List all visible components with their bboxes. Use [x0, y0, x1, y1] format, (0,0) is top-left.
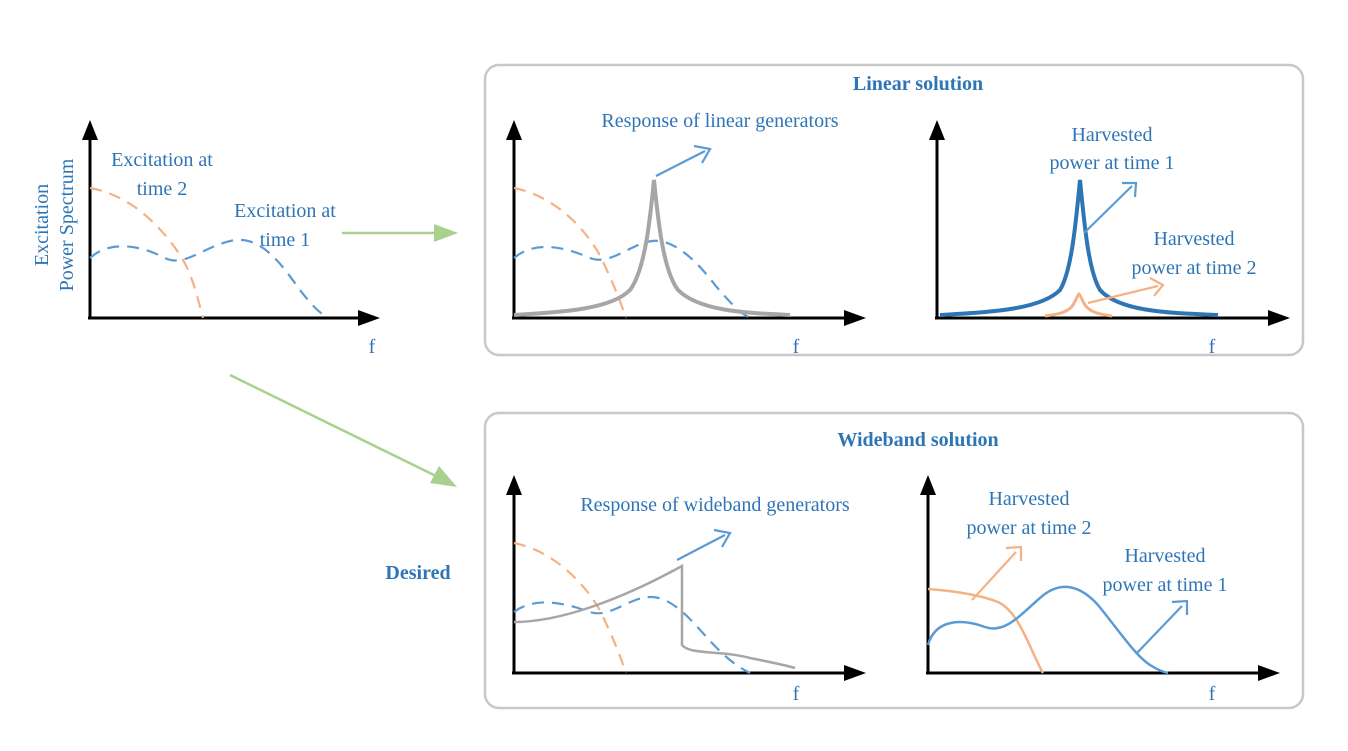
- linear-generator-response-curve: [513, 179, 791, 317]
- wideband-generator-response-curve: [513, 563, 796, 670]
- wideband-left-y-arrowhead: [506, 475, 522, 495]
- wideband-harvested-time1-line2: power at time 1: [1103, 574, 1228, 596]
- linear-harvested-time2-line2: power at time 2: [1132, 257, 1257, 279]
- wideband-harvested-time2-line1: Harvested: [988, 488, 1069, 510]
- label-excitation-time1-line1: Excitation at: [234, 200, 336, 222]
- wideband-right-x-arrowhead: [1258, 665, 1280, 681]
- linear-harvested-time2-line1: Harvested: [1153, 228, 1234, 250]
- harvested-time1-pointer: [1083, 185, 1133, 234]
- wideband-panel-frame: [483, 411, 1305, 710]
- wideband-response-pointer: [676, 534, 726, 561]
- label-excitation-time2-line2: time 2: [137, 178, 188, 200]
- left-x-arrowhead: [358, 310, 380, 326]
- harvested-time1-pointer-head: [1122, 181, 1138, 198]
- wideband-harvested-time1-pointer: [1135, 605, 1183, 655]
- wideband-left-xlabel: f: [793, 683, 800, 705]
- linear-response-pointer: [655, 150, 706, 177]
- linear-left-orange-curve: [513, 186, 628, 319]
- arrow-to-wideband-head: [430, 466, 457, 487]
- wideband-left-blue-curve: [513, 595, 751, 674]
- linear-left-y-arrowhead: [506, 120, 522, 140]
- harvested-time1-curve: [939, 179, 1219, 317]
- linear-left-blue-curve: [513, 239, 751, 319]
- arrow-to-linear-head: [434, 224, 458, 242]
- wideband-harvested-time2-curve: [927, 587, 1045, 674]
- wideband-harvested-time1-pointer-head: [1171, 599, 1189, 615]
- left-y-arrowhead: [82, 120, 98, 140]
- wideband-response-label: Response of wideband generators: [580, 494, 850, 516]
- wideband-right-y-arrowhead: [920, 475, 936, 495]
- wideband-harvested-time2-line2: power at time 2: [967, 517, 1092, 539]
- left-excitation-plot: Excitation Power Spectrum f Excitation a…: [31, 120, 380, 358]
- excitation-time2-curve: [89, 186, 205, 319]
- wideband-left-x-arrowhead: [844, 665, 866, 681]
- wideband-solution-panel: Wideband solution Response of wideband g…: [483, 411, 1305, 710]
- linear-response-label: Response of linear generators: [601, 110, 838, 132]
- linear-harvested-time1-line2: power at time 1: [1050, 152, 1175, 174]
- green-arrows: [229, 224, 458, 487]
- linear-right-x-arrowhead: [1268, 310, 1290, 326]
- wideband-response-pointer-head: [713, 528, 732, 548]
- linear-left-xlabel: f: [793, 336, 800, 358]
- linear-panel-title: Linear solution: [853, 73, 983, 95]
- wideband-harvested-time1-line1: Harvested: [1124, 545, 1205, 567]
- label-excitation-time1-line2: time 1: [260, 229, 311, 251]
- wideband-harvested-time2-pointer-head: [1005, 545, 1023, 561]
- linear-response-pointer-head: [693, 144, 712, 164]
- left-xlabel: f: [369, 336, 376, 358]
- linear-solution-panel: Linear solution Response of linear gener…: [483, 63, 1305, 358]
- wideband-panel-title: Wideband solution: [837, 429, 998, 451]
- wideband-harvested-time1-curve: [926, 585, 1169, 675]
- wideband-left-orange-curve: [513, 541, 628, 674]
- desired-label: Desired: [385, 562, 450, 584]
- excitation-time1-curve: [89, 238, 329, 319]
- harvested-time2-pointer-head: [1149, 277, 1165, 297]
- linear-left-x-arrowhead: [844, 310, 866, 326]
- linear-right-y-arrowhead: [929, 120, 945, 140]
- arrow-to-wideband: [229, 373, 441, 480]
- left-ylabel-line1: Excitation: [31, 184, 53, 266]
- wideband-harvested-time2-pointer: [971, 551, 1017, 601]
- label-excitation-time2-line1: Excitation at: [111, 149, 213, 171]
- wideband-right-xlabel: f: [1209, 683, 1216, 705]
- harvested-time2-curve: [1044, 291, 1113, 318]
- linear-right-xlabel: f: [1209, 336, 1216, 358]
- linear-harvested-time1-line1: Harvested: [1071, 124, 1152, 146]
- harvested-time2-pointer: [1087, 284, 1159, 305]
- left-ylabel-line2: Power Spectrum: [56, 158, 78, 291]
